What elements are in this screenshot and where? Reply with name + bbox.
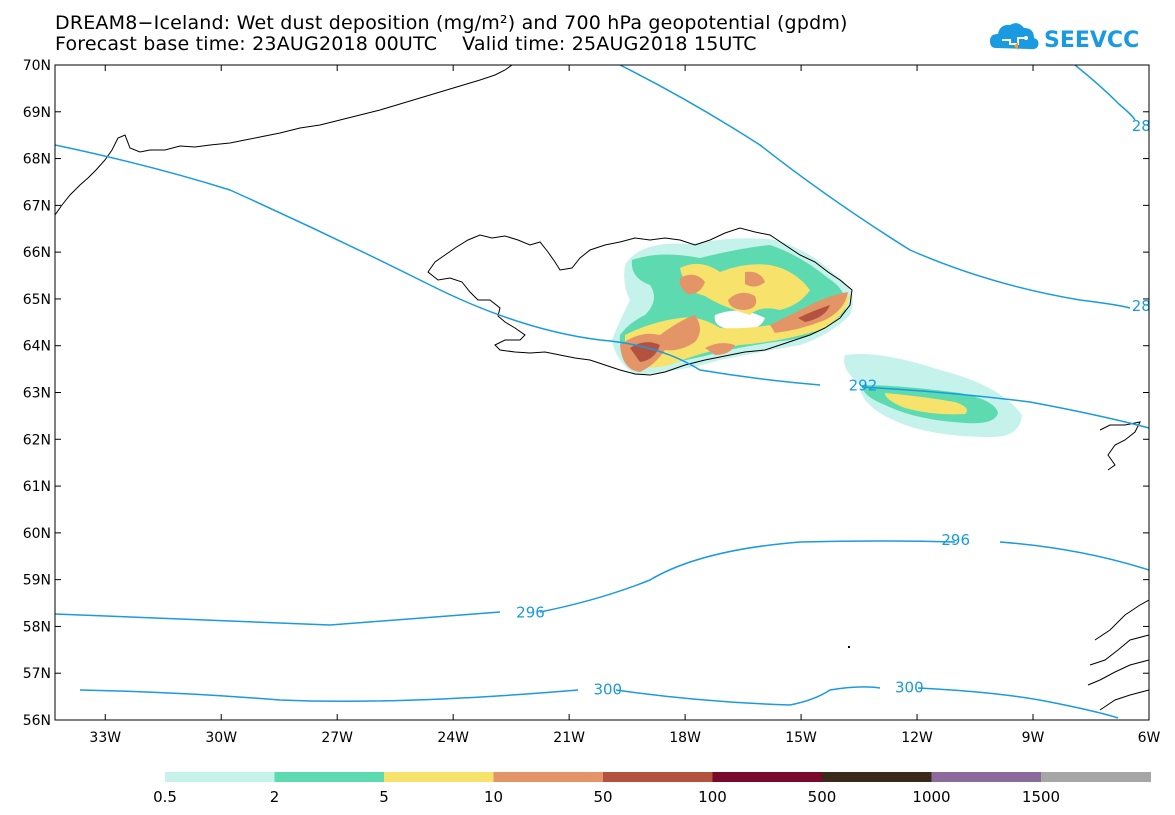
dust-area-10 <box>728 292 757 310</box>
legend-label: 100 <box>698 788 727 806</box>
contour-line-296 <box>55 540 1149 626</box>
cloud-icon <box>990 23 1039 50</box>
lat-label: 68N <box>23 152 51 168</box>
dust-area-10 <box>770 292 848 333</box>
dust-area-50 <box>798 305 830 322</box>
lon-label: 12W <box>901 730 933 746</box>
graticule <box>55 64 1150 721</box>
legend-swatch <box>274 772 385 782</box>
legend-swatch <box>603 772 713 782</box>
lat-label: 66N <box>23 245 51 261</box>
contour-label: 296 <box>941 531 970 549</box>
legend-label: 2 <box>270 788 280 806</box>
lat-label: 69N <box>23 105 51 121</box>
lat-label: 58N <box>23 619 51 635</box>
contour-label: 300 <box>593 681 622 699</box>
latitude-labels: 70N 69N 68N 67N 66N 65N 64N 63N 62N 61N 60N 59N 58N 5… <box>23 58 51 729</box>
dust-area-10 <box>745 271 765 287</box>
legend-label: 0.5 <box>153 788 177 806</box>
lat-label: 56N <box>23 713 51 729</box>
lon-label: 24W <box>437 730 469 746</box>
seevccc-logo: SEEVCCC <box>990 23 1138 53</box>
geopotential-contours <box>55 65 1149 719</box>
legend-swatch <box>165 772 275 782</box>
lat-label: 62N <box>23 432 51 448</box>
contour-label: 296 <box>516 603 545 621</box>
lat-label: 67N <box>23 198 51 214</box>
dust-area-10 <box>679 274 705 295</box>
longitude-labels: 33W 30W 27W 24W 21W 18W 15W 12W 9W 6W <box>89 730 1160 746</box>
legend-label: 1500 <box>1022 788 1060 806</box>
legend-label: 500 <box>808 788 837 806</box>
lat-label: 63N <box>23 386 51 402</box>
dust-area-5 <box>885 393 968 415</box>
legend-swatch <box>822 772 932 782</box>
dust-area-5 <box>680 263 810 315</box>
contour-label: 300 <box>895 678 924 696</box>
coastline <box>55 65 1149 711</box>
dust-area-10 <box>705 343 735 355</box>
map-frame <box>54 64 1150 721</box>
contour-label: 300 <box>25 681 54 699</box>
iceland-coast <box>427 227 853 376</box>
contour-label-layer: 292 296 296 300 300 300 28 28 <box>25 117 1151 699</box>
contour-line-288 <box>619 65 1131 309</box>
faroe-coast <box>1099 421 1141 471</box>
lon-label: 30W <box>205 730 237 746</box>
lon-label: 6W <box>1138 730 1161 746</box>
legend-swatch <box>384 772 494 782</box>
lat-label: 70N <box>23 58 51 74</box>
lat-label: 61N <box>23 479 51 495</box>
map-subtitle: Forecast base time: 23AUG2018 00UTC Vali… <box>55 33 757 55</box>
map-title: DREAM8−Iceland: Wet dust deposition (mg/… <box>55 12 848 34</box>
legend-label: 1000 <box>912 788 950 806</box>
legend-label: 10 <box>484 788 503 806</box>
lat-label: 65N <box>23 292 51 308</box>
legend-swatch <box>1041 772 1151 782</box>
dust-area-5 <box>625 295 850 368</box>
legend-swatch <box>712 772 823 782</box>
color-legend: 0.5 2 5 10 50 100 500 1000 1500 <box>153 772 1151 806</box>
lon-label: 33W <box>89 730 121 746</box>
legend-swatch <box>493 772 604 782</box>
contour-label: 28 <box>1132 117 1151 135</box>
contour-label: 292 <box>849 376 878 394</box>
logo-text: SEEVCCC <box>1044 28 1138 53</box>
lon-label: 21W <box>553 730 585 746</box>
legend-swatch <box>931 772 1042 782</box>
scotland-coast <box>1087 599 1149 711</box>
contour-line-284 <box>1074 65 1136 121</box>
dust-area-50 <box>630 342 660 362</box>
lat-label: 59N <box>23 573 51 589</box>
legend-label: 5 <box>379 788 389 806</box>
lat-label: 64N <box>23 339 51 355</box>
legend-label: 50 <box>593 788 612 806</box>
lat-label: 60N <box>23 526 51 542</box>
contour-line-300 <box>79 686 1119 719</box>
lat-label: 57N <box>23 666 51 682</box>
dust-deposition-field <box>612 238 1022 438</box>
contour-line-292 <box>55 144 1149 429</box>
lon-label: 9W <box>1022 730 1045 746</box>
dust-area-none <box>714 310 765 331</box>
lon-label: 18W <box>669 730 701 746</box>
lon-label: 15W <box>785 730 817 746</box>
greenland-coast <box>55 65 513 216</box>
lon-label: 27W <box>321 730 353 746</box>
contour-label: 28 <box>1132 297 1151 315</box>
